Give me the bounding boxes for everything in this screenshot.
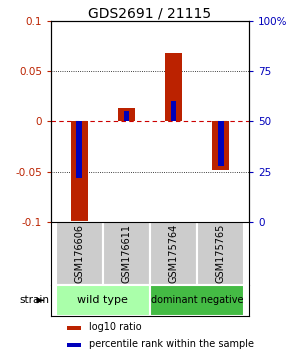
Bar bbox=[165, 53, 182, 121]
Bar bbox=[76, 121, 82, 178]
Bar bbox=[171, 101, 176, 121]
Text: percentile rank within the sample: percentile rank within the sample bbox=[88, 339, 254, 349]
Bar bbox=[56, 285, 150, 316]
Text: strain: strain bbox=[19, 295, 49, 306]
Bar bbox=[71, 121, 88, 227]
Text: log10 ratio: log10 ratio bbox=[88, 322, 141, 332]
Text: GSM176606: GSM176606 bbox=[74, 224, 84, 282]
Bar bbox=[150, 285, 244, 316]
Bar bbox=[218, 121, 224, 166]
Bar bbox=[212, 121, 229, 170]
Bar bbox=[67, 326, 81, 330]
Title: GDS2691 / 21115: GDS2691 / 21115 bbox=[88, 6, 212, 20]
Text: dominant negative: dominant negative bbox=[151, 295, 243, 306]
Text: GSM175764: GSM175764 bbox=[169, 223, 178, 283]
Bar bbox=[118, 108, 135, 121]
Text: GSM176611: GSM176611 bbox=[122, 224, 131, 282]
Bar bbox=[150, 222, 197, 285]
Text: wild type: wild type bbox=[77, 295, 128, 306]
Bar bbox=[56, 222, 103, 285]
Bar bbox=[124, 112, 129, 121]
Bar bbox=[197, 222, 244, 285]
Bar bbox=[67, 343, 81, 347]
Text: GSM175765: GSM175765 bbox=[216, 223, 226, 283]
Bar bbox=[103, 222, 150, 285]
